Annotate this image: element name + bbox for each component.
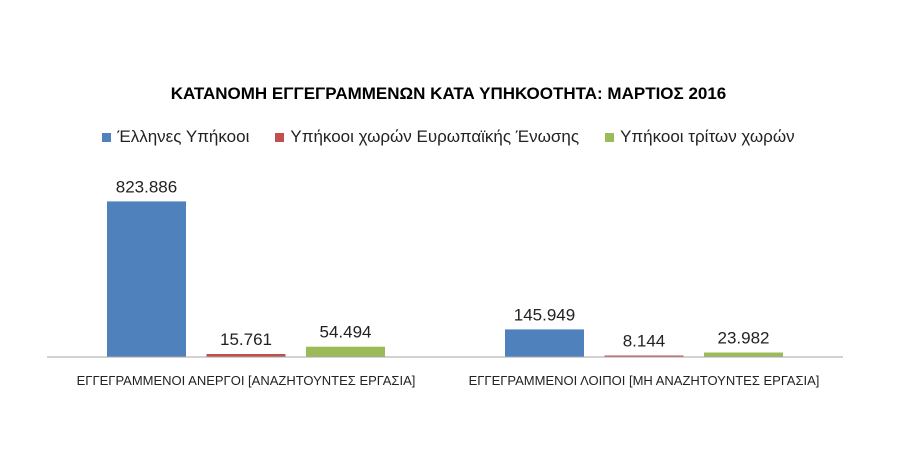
bar-1-2 (704, 352, 783, 357)
bar-1-1 (604, 355, 684, 357)
legend-item-greek: Έλληνες Υπήκοοι (102, 127, 249, 147)
legend-item-third: Υπήκοοι τρίτων χωρών (605, 127, 795, 147)
data-label-1-2: 23.982 (718, 329, 770, 348)
bar-0-2 (306, 346, 385, 357)
bar-1-0 (505, 329, 584, 357)
category-label-1: ΕΓΓΕΓΡΑΜΜΕΝΟΙ ΛΟΙΠΟΙ [ΜΗ ΑΝΑΖΗΤΟΥΝΤΕΣ ΕΡ… (469, 373, 820, 388)
legend-item-eu: Υπήκοοι χωρών Ευρωπαϊκής Ένωσης (275, 127, 579, 147)
legend-swatch-eu (275, 132, 285, 142)
legend-label-greek: Έλληνες Υπήκοοι (117, 127, 250, 146)
data-label-0-2: 54.494 (320, 323, 372, 342)
data-label-1-0: 145.949 (514, 305, 575, 324)
legend-label-third: Υπήκοοι τρίτων χωρών (620, 127, 795, 146)
bar-0-1 (206, 354, 286, 357)
legend: Έλληνες Υπήκοοι Υπήκοοι χωρών Ευρωπαϊκής… (0, 127, 897, 147)
data-label-0-0: 823.886 (116, 177, 177, 196)
data-label-1-1: 8.144 (623, 332, 666, 351)
chart-title: ΚΑΤΑΝΟΜΗ ΕΓΓΕΓΡΑΜΜΕΝΩΝ ΚΑΤΑ ΥΠΗΚΟΟΤΗΤΑ: … (170, 84, 727, 103)
bars-group (107, 201, 783, 357)
legend-swatch-third (605, 132, 615, 142)
data-label-0-1: 15.761 (220, 330, 272, 349)
legend-swatch-greek (102, 132, 112, 142)
labels-group: 823.886 15.761 54.494 ΕΓΓΕΓΡΑΜΜΕΝΟΙ ΑΝΕΡΓΟΙ… (77, 177, 820, 388)
bar-0-0 (107, 201, 186, 357)
legend-label-eu: Υπήκοοι χωρών Ευρωπαϊκής Ένωσης (290, 127, 580, 146)
category-label-0: ΕΓΓΕΓΡΑΜΜΕΝΟΙ ΑΝΕΡΓΟΙ [ΑΝΑΖΗΤΟΥΝΤΕΣ ΕΡΓΑ… (77, 373, 416, 388)
